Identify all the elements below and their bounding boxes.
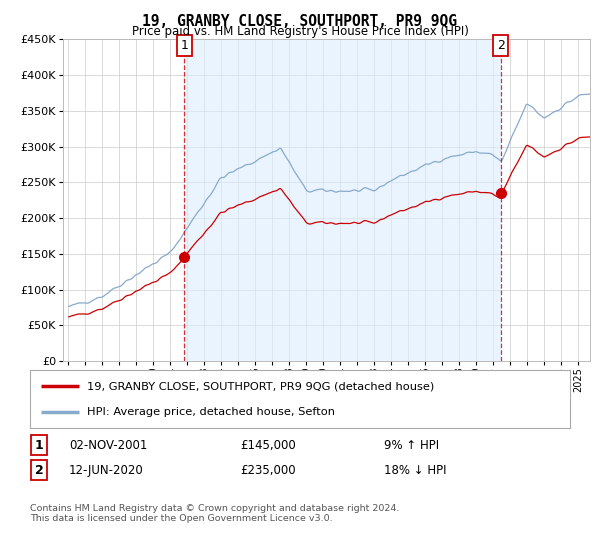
Text: 1: 1 — [35, 438, 43, 452]
Text: HPI: Average price, detached house, Sefton: HPI: Average price, detached house, Seft… — [86, 407, 335, 417]
Text: 1: 1 — [180, 39, 188, 52]
Text: 02-NOV-2001: 02-NOV-2001 — [69, 438, 148, 452]
Text: 2: 2 — [497, 39, 505, 52]
Text: 19, GRANBY CLOSE, SOUTHPORT, PR9 9QG: 19, GRANBY CLOSE, SOUTHPORT, PR9 9QG — [143, 14, 458, 29]
Text: 12-JUN-2020: 12-JUN-2020 — [69, 464, 144, 477]
Bar — [184, 39, 501, 361]
Text: £145,000: £145,000 — [240, 438, 296, 452]
Text: 9% ↑ HPI: 9% ↑ HPI — [384, 438, 439, 452]
Text: £235,000: £235,000 — [240, 464, 296, 477]
Text: Contains HM Land Registry data © Crown copyright and database right 2024.
This d: Contains HM Land Registry data © Crown c… — [30, 504, 400, 524]
Text: 2: 2 — [35, 464, 43, 477]
Text: Price paid vs. HM Land Registry's House Price Index (HPI): Price paid vs. HM Land Registry's House … — [131, 25, 469, 38]
Text: 18% ↓ HPI: 18% ↓ HPI — [384, 464, 446, 477]
Text: 19, GRANBY CLOSE, SOUTHPORT, PR9 9QG (detached house): 19, GRANBY CLOSE, SOUTHPORT, PR9 9QG (de… — [86, 381, 434, 391]
